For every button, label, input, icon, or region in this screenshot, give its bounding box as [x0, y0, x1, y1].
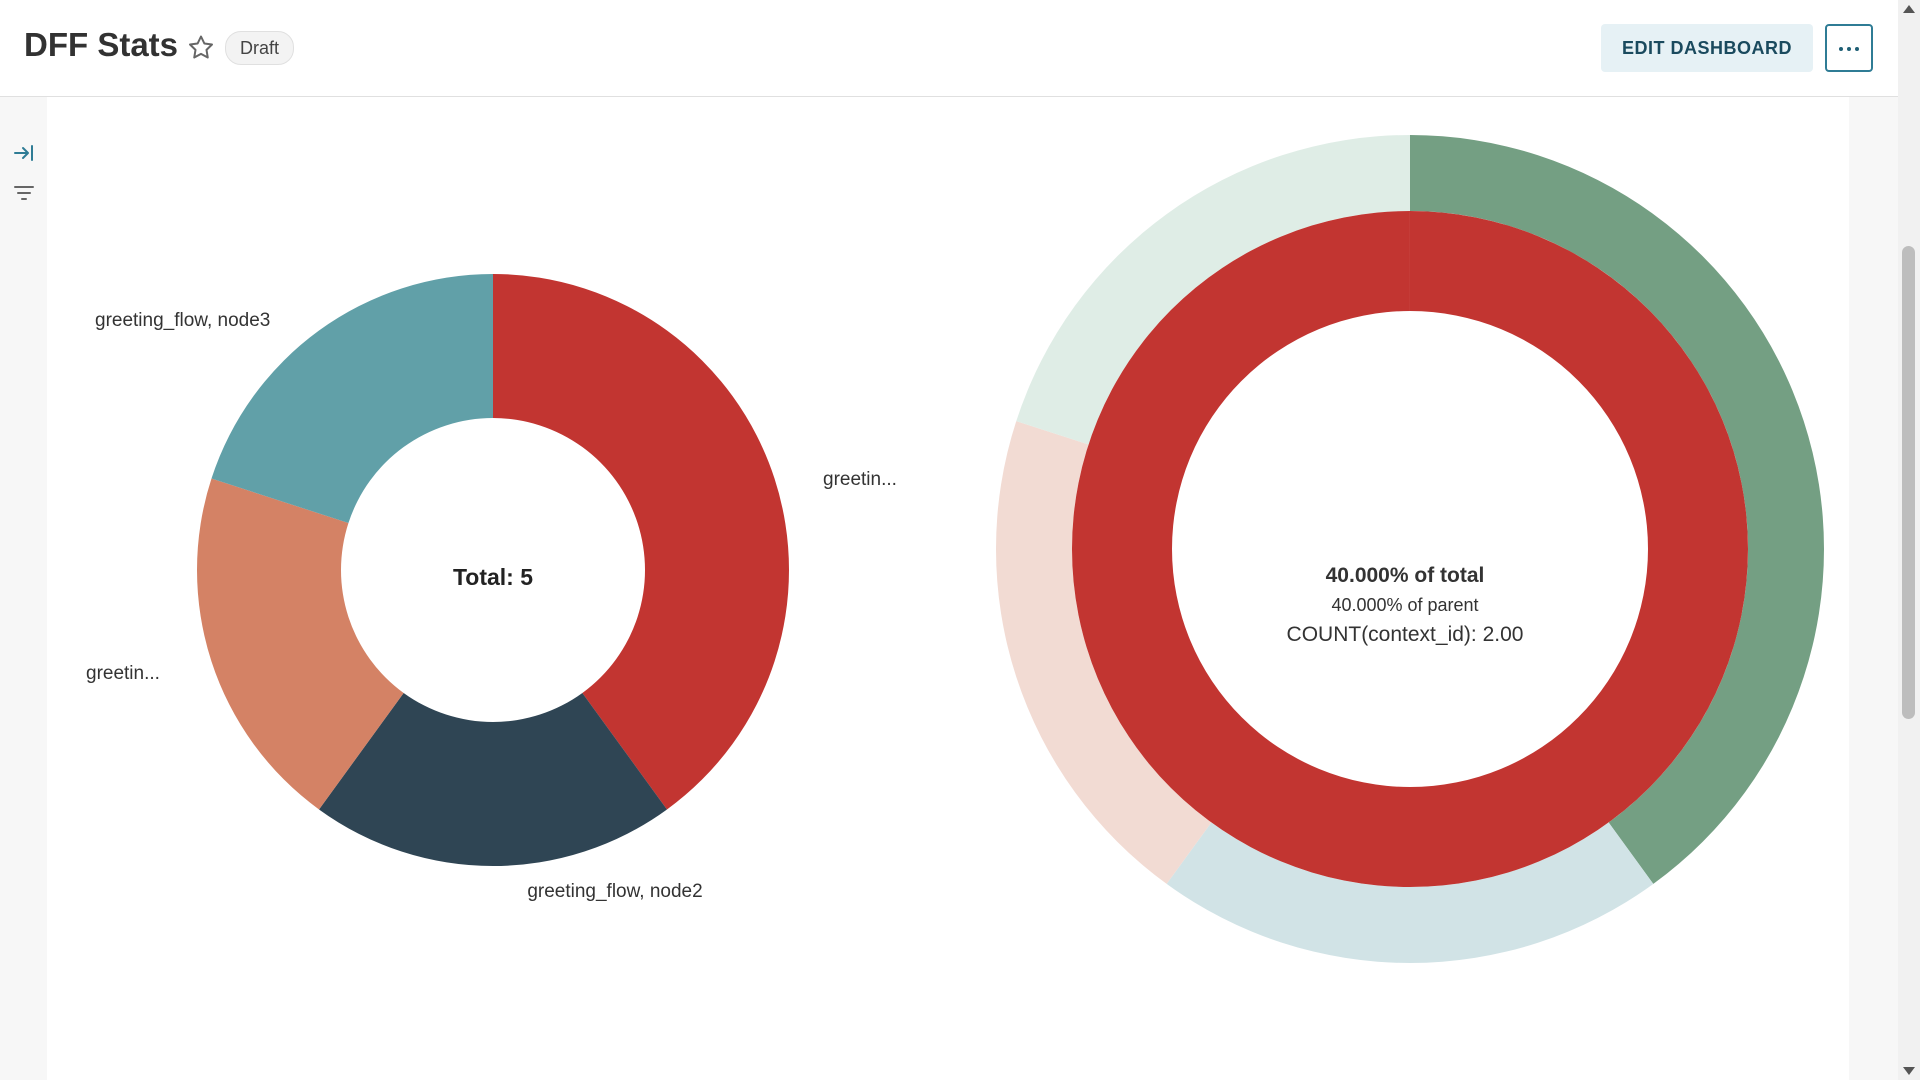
- donut-chart: greetin... greeting_flow, node2 greetin.…: [86, 274, 897, 902]
- donut-label-greetin: greetin...: [86, 663, 160, 684]
- status-badge: Draft: [225, 31, 295, 65]
- edit-dashboard-button[interactable]: EDIT DASHBOARD: [1601, 24, 1813, 72]
- expand-sidebar-icon[interactable]: [12, 141, 36, 165]
- donut-slice-0[interactable]: [493, 274, 790, 810]
- sunburst-outer-segment-2[interactable]: [996, 421, 1212, 884]
- sunburst-inner-segment-0[interactable]: [1071, 211, 1748, 887]
- more-dot: [1855, 47, 1859, 51]
- sunburst-outer-segment-1[interactable]: [1166, 822, 1654, 963]
- sunburst-outer-segment-0[interactable]: [1410, 135, 1824, 884]
- more-options-button[interactable]: [1825, 24, 1873, 72]
- star-outline-icon[interactable]: [186, 33, 216, 63]
- donut-label-node3: greeting_flow, node3: [95, 310, 270, 331]
- more-horizontal-icon: [1839, 47, 1843, 51]
- scrollbar-thumb[interactable]: [1902, 246, 1915, 719]
- filter-icon[interactable]: [12, 181, 36, 205]
- sunburst-outer-segment-3[interactable]: [1016, 135, 1410, 445]
- donut-slice-2[interactable]: [196, 478, 404, 810]
- donut-center-total: Total: 5: [453, 564, 533, 590]
- scroll-down-arrow-icon[interactable]: [1903, 1067, 1915, 1075]
- scroll-up-arrow-icon[interactable]: [1903, 5, 1915, 13]
- donut-label-greeting: greetin...: [823, 469, 897, 490]
- donut-slice-1[interactable]: [319, 692, 667, 867]
- more-dot: [1847, 47, 1851, 51]
- sunburst-tooltip-total: 40.000% of total: [1326, 564, 1485, 587]
- page-scrollbar[interactable]: [1898, 0, 1920, 1080]
- donut-label-node2: greeting_flow, node2: [527, 881, 702, 902]
- sunburst-chart: 40.000% of total 40.000% of parent COUNT…: [996, 135, 1824, 963]
- filter-sidebar: [0, 97, 47, 1080]
- sunburst-tooltip-parent: 40.000% of parent: [1331, 595, 1478, 615]
- dashboard-header: DFF Stats Draft EDIT DASHBOARD: [0, 0, 1898, 97]
- donut-slice-3[interactable]: [211, 274, 493, 524]
- page-title: DFF Stats: [24, 26, 179, 63]
- sunburst-tooltip-count: COUNT(context_id): 2.00: [1287, 623, 1524, 646]
